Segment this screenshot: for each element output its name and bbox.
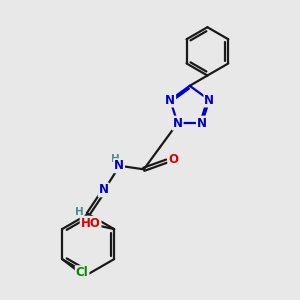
Text: N: N (165, 94, 175, 106)
Text: O: O (168, 153, 178, 166)
Text: H: H (111, 154, 120, 164)
Text: N: N (114, 159, 124, 172)
Text: N: N (172, 117, 183, 130)
Text: H: H (75, 207, 84, 217)
Text: N: N (204, 94, 214, 106)
Text: HO: HO (81, 217, 100, 230)
Text: Cl: Cl (76, 266, 88, 279)
Text: N: N (99, 183, 109, 196)
Text: N: N (197, 117, 207, 130)
